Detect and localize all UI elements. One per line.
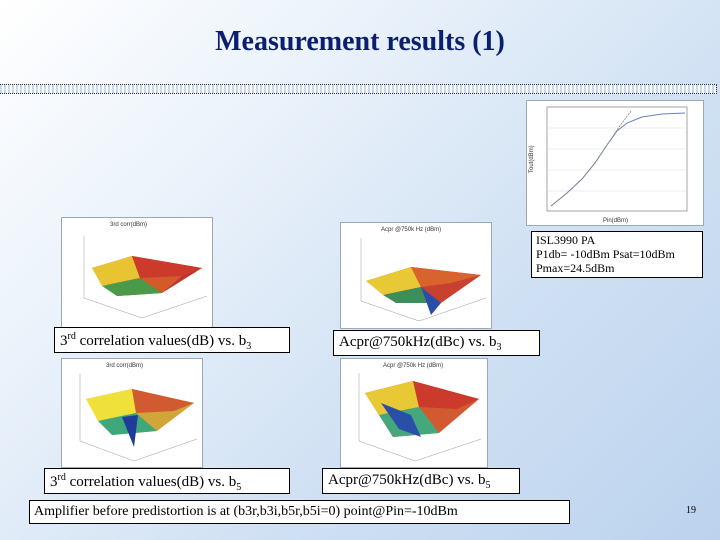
b3-corr-surface-plot: 3rd corr(dBm) <box>61 217 213 329</box>
pa-transfer-curve-plot: Tout(dBm) Pin(dBm) <box>526 100 704 226</box>
b5-corr-caption: 3rd correlation values(dB) vs. b5 <box>44 468 290 494</box>
b3-acpr-caption: Acpr@750kHz(dBc) vs. b3 <box>333 330 540 356</box>
pa-note-line-1: ISL3990 PA <box>536 233 596 247</box>
footer-note: Amplifier before predistortion is at (b3… <box>29 500 570 524</box>
b5-acpr-plot-title: Acpr @750k Hz (dBm) <box>383 363 443 369</box>
b5-acpr-surface-plot: Acpr @750k Hz (dBm) <box>340 358 488 468</box>
b5-corr-surface-plot: 3rd corr(dBm) <box>61 358 203 468</box>
pa-note-line-2: P1db= -10dBm Psat=10dBm <box>536 247 675 261</box>
b3-acpr-plot-title: Acpr @750k Hz (dBm) <box>381 227 441 233</box>
page-number: 19 <box>686 505 696 516</box>
pa-curve-xlabel: Pin(dBm) <box>603 218 628 224</box>
pa-spec-note: ISL3990 PA P1db= -10dBm Psat=10dBm Pmax=… <box>531 231 703 278</box>
b3-acpr-surface-plot: Acpr @750k Hz (dBm) <box>340 222 492 329</box>
b3-corr-plot-title: 3rd corr(dBm) <box>110 222 147 228</box>
title-divider <box>0 84 717 94</box>
pa-curve-ylabel: Tout(dBm) <box>529 145 535 173</box>
b3-corr-caption: 3rd correlation values(dB) vs. b3 <box>54 327 290 353</box>
b5-corr-plot-title: 3rd corr(dBm) <box>106 363 143 369</box>
pa-note-line-3: Pmax=24.5dBm <box>536 261 615 275</box>
b5-acpr-caption: Acpr@750kHz(dBc) vs. b5 <box>322 468 520 494</box>
slide-title: Measurement results (1) <box>215 26 505 57</box>
